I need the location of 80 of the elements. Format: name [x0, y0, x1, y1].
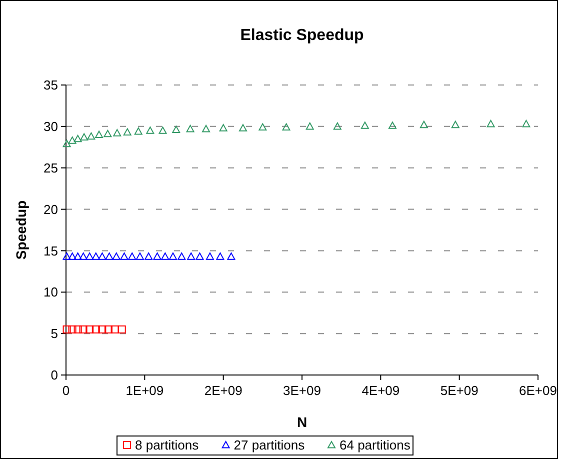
point — [219, 124, 228, 132]
point — [105, 252, 114, 260]
point — [120, 252, 128, 260]
point — [68, 252, 76, 260]
legend-label: 8 partitions — [135, 438, 200, 453]
point — [68, 325, 76, 334]
point — [144, 252, 153, 260]
point — [79, 252, 88, 260]
point — [62, 252, 71, 260]
point — [87, 132, 96, 140]
point — [146, 126, 154, 134]
point — [110, 325, 119, 334]
point — [74, 134, 82, 142]
point — [92, 252, 100, 260]
point — [62, 325, 71, 334]
point — [388, 122, 396, 129]
y-tick-label: 15 — [44, 243, 58, 258]
x-tick-label: 6E+09 — [519, 383, 557, 398]
point — [153, 252, 162, 260]
point — [74, 325, 82, 334]
point — [86, 325, 94, 334]
point — [123, 128, 132, 136]
point — [104, 325, 112, 334]
point — [187, 252, 196, 260]
x-tick-label: 4E+09 — [362, 383, 400, 398]
legend-label: 27 partitions — [234, 438, 306, 453]
point — [104, 130, 112, 138]
point — [202, 124, 210, 132]
point — [158, 126, 167, 134]
point — [333, 122, 342, 130]
point — [112, 252, 120, 260]
point — [216, 252, 224, 260]
point — [74, 252, 82, 260]
x-tick-label: 2E+09 — [204, 383, 242, 398]
point — [227, 252, 236, 260]
legend-label: 64 partitions — [340, 438, 411, 453]
point — [196, 252, 204, 260]
x-axis-title: N — [296, 414, 308, 430]
point — [168, 252, 177, 260]
point — [98, 325, 106, 334]
point — [161, 252, 170, 260]
x-tick-label: 1E+09 — [126, 383, 164, 398]
y-tick-label: 35 — [44, 78, 58, 93]
y-tick-label: 25 — [44, 160, 58, 176]
point — [62, 140, 71, 148]
point — [136, 252, 144, 260]
x-tick-label: 0 — [62, 383, 70, 398]
point — [239, 124, 247, 132]
y-tick-label: 0 — [50, 368, 58, 383]
point — [186, 124, 194, 132]
point — [178, 252, 186, 260]
point — [95, 130, 104, 138]
point — [172, 126, 180, 134]
chart-title: Elastic Speedup — [240, 27, 364, 44]
point — [80, 133, 88, 140]
point — [282, 123, 290, 131]
point — [118, 325, 126, 334]
point — [68, 136, 76, 144]
y-tick-label: 30 — [44, 118, 58, 134]
point — [128, 252, 136, 260]
point — [451, 120, 460, 128]
point — [98, 252, 106, 260]
y-tick-label: 20 — [44, 202, 58, 217]
point — [113, 129, 122, 136]
point — [522, 120, 530, 128]
y-tick-label: 10 — [44, 284, 58, 300]
point — [79, 325, 88, 334]
point — [86, 252, 94, 260]
y-tick-label: 5 — [50, 326, 58, 342]
point — [420, 120, 428, 128]
point — [486, 120, 495, 128]
point — [134, 127, 142, 135]
point — [206, 252, 214, 260]
point — [306, 122, 314, 130]
x-tick-label: 3E+09 — [283, 383, 321, 398]
point — [360, 122, 369, 129]
point — [92, 325, 100, 334]
x-tick-label: 5E+09 — [440, 383, 478, 398]
y-axis-title: Speedup — [13, 200, 29, 260]
point — [258, 123, 267, 131]
